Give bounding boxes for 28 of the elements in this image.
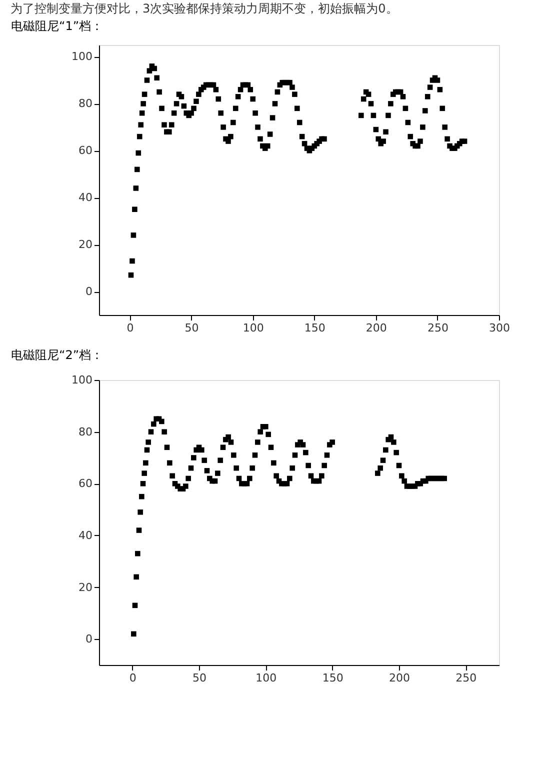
y-tick-label: 0 [86, 632, 92, 646]
y-tick-label: 60 [78, 144, 92, 158]
chart-title: 电磁阻尼“1”档： [11, 19, 104, 33]
x-tick-label: 250 [427, 322, 448, 334]
y-tick-label: 100 [72, 374, 92, 386]
y-tick-label: 40 [78, 528, 92, 542]
y-tick-label: 40 [78, 191, 92, 204]
y-tick-label: 60 [78, 477, 92, 490]
y-tick-label: 0 [86, 285, 92, 298]
x-tick-label: 150 [304, 322, 326, 334]
chart-title: 电磁阻尼“2”档： [11, 348, 104, 362]
x-tick-label: 200 [389, 672, 410, 684]
y-tick-label: 20 [78, 580, 92, 594]
x-tick-label: 100 [256, 672, 277, 684]
x-tick-label: 200 [366, 322, 387, 334]
y-tick-label: 80 [78, 425, 92, 438]
y-tick-label: 80 [78, 97, 92, 110]
x-tick-label: 50 [184, 322, 199, 334]
x-tick-label: 100 [242, 322, 264, 334]
x-tick-label: 50 [192, 672, 206, 684]
y-tick-label: 100 [72, 50, 92, 64]
text: 为了控制变量方便对比，3次实验都保持策动力周期不变，初始振幅为0。 [10, 2, 398, 16]
x-tick-label: 150 [322, 672, 344, 684]
x-tick-label: 300 [489, 322, 510, 334]
x-tick-label: 0 [129, 672, 136, 684]
x-tick-label: 0 [126, 322, 134, 334]
y-tick-label: 20 [78, 238, 92, 252]
x-tick-label: 250 [456, 672, 477, 684]
